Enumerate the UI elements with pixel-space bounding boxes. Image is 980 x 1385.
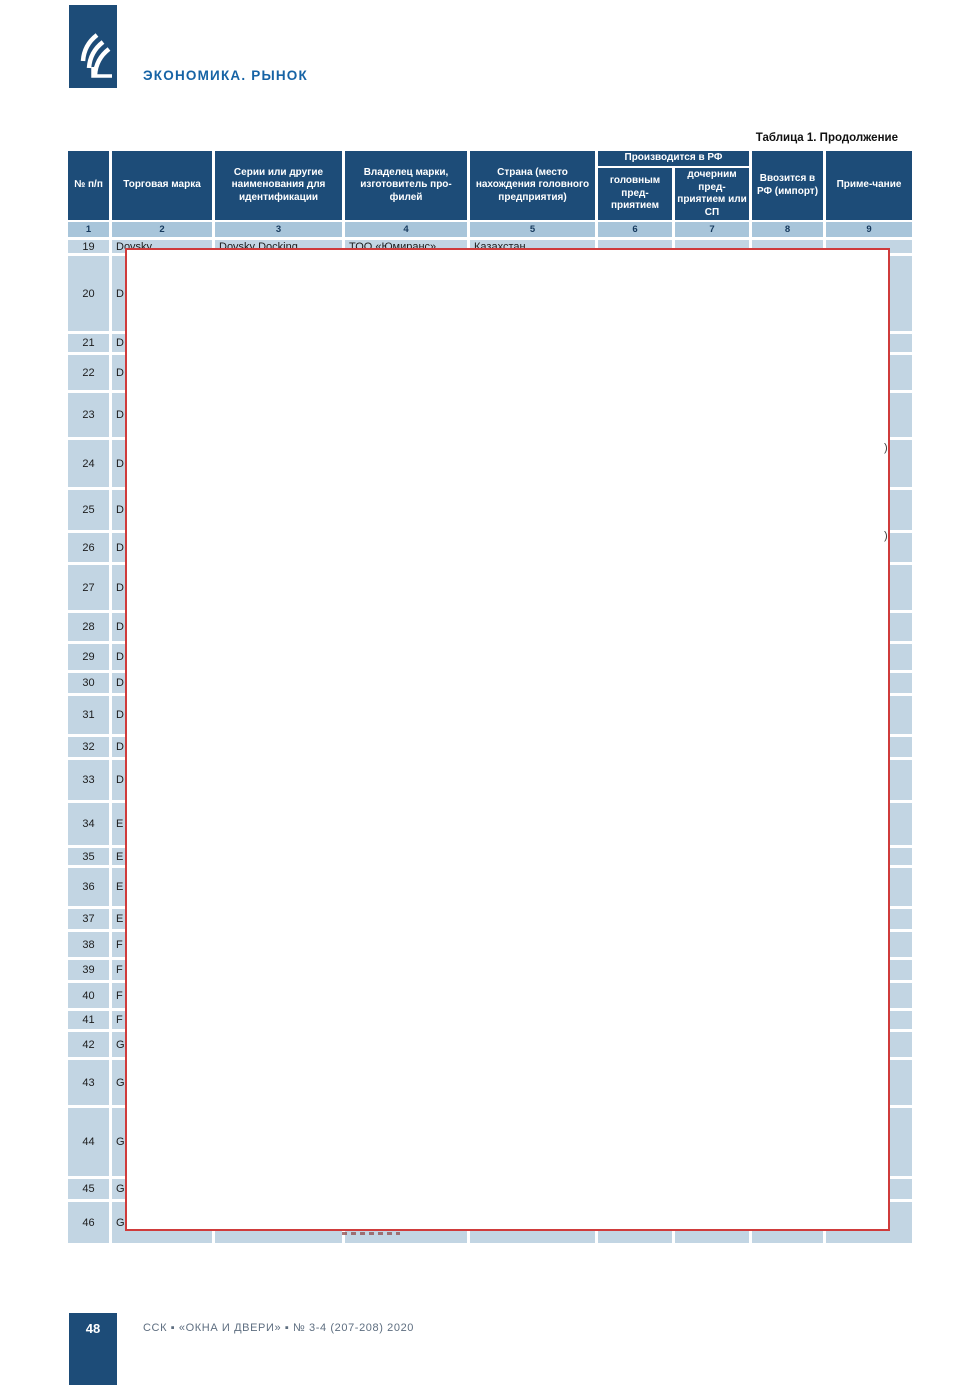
- column-number-1: 1: [68, 222, 109, 237]
- row-number: 43: [68, 1060, 109, 1105]
- row-number: 29: [68, 644, 109, 670]
- footer-issue-line: ССК ▪ «ОКНА И ДВЕРИ» ▪ № 3-4 (207-208) 2…: [143, 1322, 415, 1334]
- row-number: 28: [68, 613, 109, 641]
- column-number-7: 7: [675, 222, 749, 237]
- row-number: 44: [68, 1108, 109, 1176]
- row-number: 25: [68, 490, 109, 530]
- column-header-number: № п/п: [68, 151, 109, 220]
- row-number: 26: [68, 533, 109, 562]
- column-header-trademark: Торговая марка: [112, 151, 212, 220]
- row-number: 37: [68, 909, 109, 929]
- publisher-logo: [69, 5, 117, 88]
- logo-swoosh-icon: [80, 33, 112, 78]
- column-header-country: Страна (место нахождения головного предп…: [470, 151, 595, 220]
- row-number: 36: [68, 868, 109, 906]
- column-number-3: 3: [215, 222, 342, 237]
- row-number: 33: [68, 760, 109, 800]
- row-number: 42: [68, 1032, 109, 1057]
- table-header-row: № п/п Торговая марка Серии или другие на…: [68, 151, 912, 220]
- column-header-head-enterprise: головным пред-приятием: [598, 168, 672, 220]
- section-title: ЭКОНОМИКА. РЫНОК: [143, 68, 308, 83]
- redaction-overlay: [125, 248, 890, 1231]
- clipped-text-fragment: ): [884, 530, 888, 542]
- column-header-series: Серии или другие наименования для иденти…: [215, 151, 342, 220]
- column-number-8: 8: [752, 222, 823, 237]
- column-header-subsidiary: дочерним пред-приятием или СП: [675, 168, 749, 220]
- column-header-note: Приме-чание: [826, 151, 912, 220]
- row-number: 24: [68, 440, 109, 487]
- row-number: 19: [68, 240, 109, 253]
- row-number: 39: [68, 960, 109, 980]
- clipped-text-fragment: ): [884, 442, 888, 454]
- column-header-owner: Владелец марки, изготовитель про-филей: [345, 151, 467, 220]
- row-number: 41: [68, 1011, 109, 1029]
- column-number-9: 9: [826, 222, 912, 237]
- row-number: 45: [68, 1179, 109, 1199]
- column-number-5: 5: [470, 222, 595, 237]
- row-number: 38: [68, 932, 109, 957]
- column-header-import: Ввозится в РФ (импорт): [752, 151, 823, 220]
- row-number: 23: [68, 393, 109, 437]
- row-number: 21: [68, 334, 109, 352]
- column-number-6: 6: [598, 222, 672, 237]
- column-header-production-group: Производится в РФ головным пред-приятием…: [598, 151, 749, 220]
- clipped-text-remnant: [342, 1232, 400, 1235]
- row-number: 32: [68, 737, 109, 757]
- page-number-block: 48: [69, 1313, 117, 1385]
- row-number: 22: [68, 355, 109, 390]
- row-number: 40: [68, 983, 109, 1008]
- row-number: 34: [68, 803, 109, 845]
- row-number: 30: [68, 673, 109, 693]
- row-number: 31: [68, 696, 109, 734]
- table-caption: Таблица 1. Продолжение: [755, 132, 898, 144]
- column-number-row: 1 2 3 4 5 6 7 8 9: [68, 222, 912, 237]
- column-number-4: 4: [345, 222, 467, 237]
- column-number-2: 2: [112, 222, 212, 237]
- row-number: 27: [68, 565, 109, 610]
- page-number: 48: [85, 1321, 101, 1336]
- row-number: 46: [68, 1202, 109, 1243]
- row-number: 20: [68, 256, 109, 331]
- row-number: 35: [68, 848, 109, 865]
- column-header-production-span: Производится в РФ: [598, 151, 749, 166]
